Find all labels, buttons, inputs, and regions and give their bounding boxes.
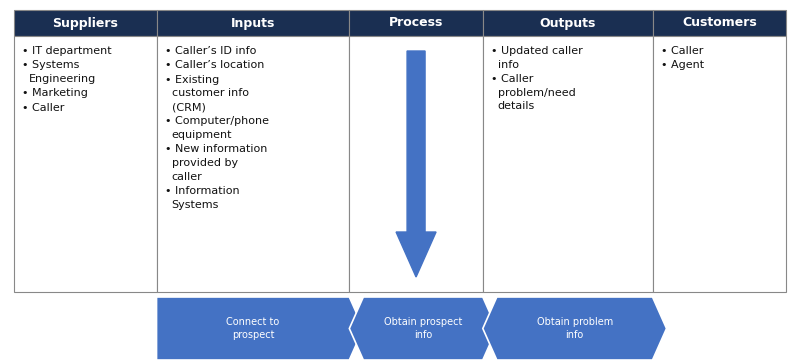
Bar bbox=[653, 10, 786, 36]
Text: (CRM): (CRM) bbox=[171, 102, 206, 112]
Text: Systems: Systems bbox=[171, 199, 219, 210]
Text: caller: caller bbox=[171, 171, 202, 182]
Text: • Updated caller: • Updated caller bbox=[491, 46, 582, 56]
Bar bbox=[157, 10, 350, 36]
Bar bbox=[653, 36, 786, 292]
Text: • New information: • New information bbox=[165, 145, 267, 154]
Text: problem/need: problem/need bbox=[498, 87, 575, 98]
Bar bbox=[483, 10, 653, 36]
Polygon shape bbox=[350, 297, 497, 360]
Text: • Caller: • Caller bbox=[22, 103, 64, 113]
Text: • Information: • Information bbox=[165, 186, 239, 196]
Text: • Caller’s location: • Caller’s location bbox=[165, 60, 264, 71]
Text: • Systems: • Systems bbox=[22, 60, 79, 71]
Text: Suppliers: Suppliers bbox=[52, 16, 118, 29]
Polygon shape bbox=[157, 297, 363, 360]
Bar bbox=[350, 36, 483, 292]
Text: details: details bbox=[498, 101, 535, 111]
Text: • IT department: • IT department bbox=[22, 46, 112, 56]
Text: info: info bbox=[498, 59, 519, 70]
Text: Obtain problem
info: Obtain problem info bbox=[537, 317, 613, 340]
Polygon shape bbox=[483, 297, 666, 360]
Text: • Marketing: • Marketing bbox=[22, 88, 88, 99]
FancyArrow shape bbox=[396, 51, 436, 277]
Text: Process: Process bbox=[389, 16, 443, 29]
Text: provided by: provided by bbox=[171, 158, 238, 168]
Bar bbox=[350, 10, 483, 36]
Text: • Existing: • Existing bbox=[165, 75, 218, 85]
Text: Outputs: Outputs bbox=[539, 16, 596, 29]
Text: Obtain prospect
info: Obtain prospect info bbox=[384, 317, 462, 340]
Text: • Agent: • Agent bbox=[661, 60, 704, 71]
Text: • Computer/phone: • Computer/phone bbox=[165, 116, 269, 127]
Text: equipment: equipment bbox=[171, 130, 232, 140]
Text: • Caller: • Caller bbox=[661, 46, 703, 56]
Bar bbox=[14, 10, 157, 36]
Bar bbox=[483, 36, 653, 292]
Text: customer info: customer info bbox=[171, 88, 249, 99]
Text: Engineering: Engineering bbox=[29, 74, 96, 84]
Text: Inputs: Inputs bbox=[230, 16, 275, 29]
Bar bbox=[157, 36, 350, 292]
Text: Connect to
prospect: Connect to prospect bbox=[226, 317, 279, 340]
Text: Customers: Customers bbox=[682, 16, 757, 29]
Text: • Caller: • Caller bbox=[491, 74, 533, 84]
Bar bbox=[14, 36, 157, 292]
Text: • Caller’s ID info: • Caller’s ID info bbox=[165, 46, 256, 56]
